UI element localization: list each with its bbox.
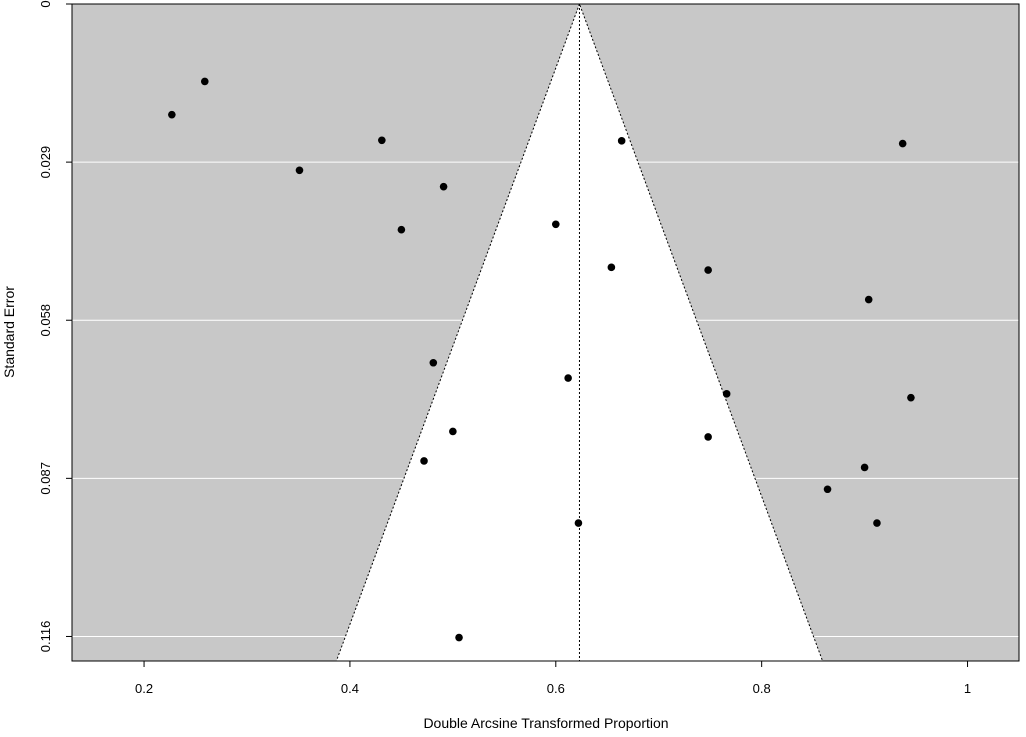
data-point (607, 263, 616, 272)
data-point (551, 220, 560, 229)
x-tick-label: 0.8 (753, 681, 771, 696)
data-point (449, 427, 457, 436)
y-tick-label: 0 (38, 0, 53, 7)
data-point (455, 633, 463, 642)
data-point (564, 374, 572, 382)
data-point (295, 166, 304, 175)
data-point (617, 137, 626, 145)
data-point (439, 182, 448, 191)
data-point (200, 77, 209, 86)
x-axis-label: Double Arcsine Transformed Proportion (423, 715, 668, 731)
x-tick-label: 0.4 (341, 681, 359, 696)
y-tick-label: 0.029 (38, 146, 53, 179)
data-point (722, 390, 731, 398)
data-point (397, 225, 406, 234)
data-point (420, 457, 428, 465)
data-point (907, 393, 915, 402)
data-point (704, 433, 712, 441)
data-point (898, 139, 907, 148)
data-point (704, 266, 712, 274)
plot-border (71, 3, 1020, 662)
x-tick-label: 0.2 (135, 681, 153, 696)
y-axis: 0 0.029 0.058 0.087 0.116 (38, 0, 72, 652)
y-tick-label: 0.116 (38, 621, 53, 653)
data-point (429, 358, 438, 367)
data-point (860, 463, 869, 472)
data-points (168, 77, 915, 642)
data-point (168, 110, 176, 119)
x-tick-label: 1 (964, 681, 971, 696)
data-point (873, 519, 881, 527)
y-tick-label: 0.058 (38, 304, 53, 337)
data-point (574, 519, 583, 527)
data-point (864, 295, 873, 304)
y-tick-label: 0.087 (38, 462, 53, 495)
data-point (823, 485, 832, 494)
x-axis: 0.2 0.4 0.6 0.8 1 (135, 661, 971, 696)
x-tick-label: 0.6 (547, 681, 565, 696)
y-axis-label: Standard Error (1, 286, 17, 378)
data-point (378, 136, 386, 145)
